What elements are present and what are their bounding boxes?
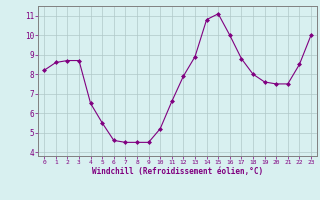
X-axis label: Windchill (Refroidissement éolien,°C): Windchill (Refroidissement éolien,°C)	[92, 167, 263, 176]
